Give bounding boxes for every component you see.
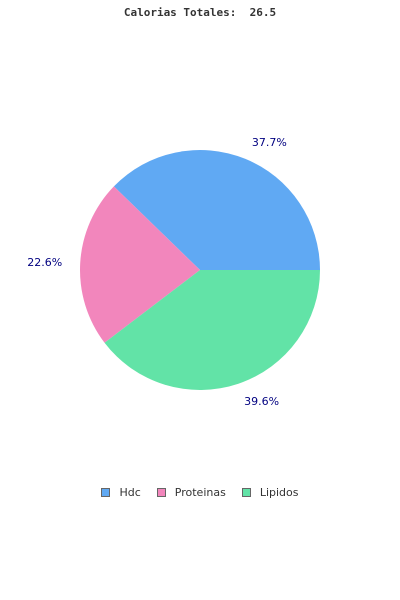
legend-label-hdc: Hdc bbox=[119, 486, 141, 499]
legend: Hdc Proteinas Lipidos bbox=[0, 486, 400, 499]
legend-swatch-lipidos bbox=[241, 488, 251, 497]
legend-label-lipidos: Lipidos bbox=[259, 486, 299, 499]
slice-label-hdc: 37.7% bbox=[252, 136, 287, 149]
pie-slice-lipidos bbox=[104, 270, 320, 390]
legend-label-proteinas: Proteinas bbox=[174, 486, 226, 499]
slice-label-lipidos: 39.6% bbox=[244, 395, 279, 408]
pie-slice-hdc bbox=[113, 149, 320, 270]
chart-title: Calorias Totales: 26.5 bbox=[123, 6, 277, 19]
legend-item-lipidos: Lipidos bbox=[241, 486, 299, 499]
slice-label-proteinas: 22.6% bbox=[27, 256, 62, 269]
legend-swatch-hdc bbox=[101, 488, 111, 497]
pie-slice-proteinas bbox=[80, 186, 200, 343]
legend-item-proteinas: Proteinas bbox=[156, 486, 226, 499]
legend-swatch-proteinas bbox=[156, 488, 166, 497]
legend-item-hdc: Hdc bbox=[101, 486, 141, 499]
